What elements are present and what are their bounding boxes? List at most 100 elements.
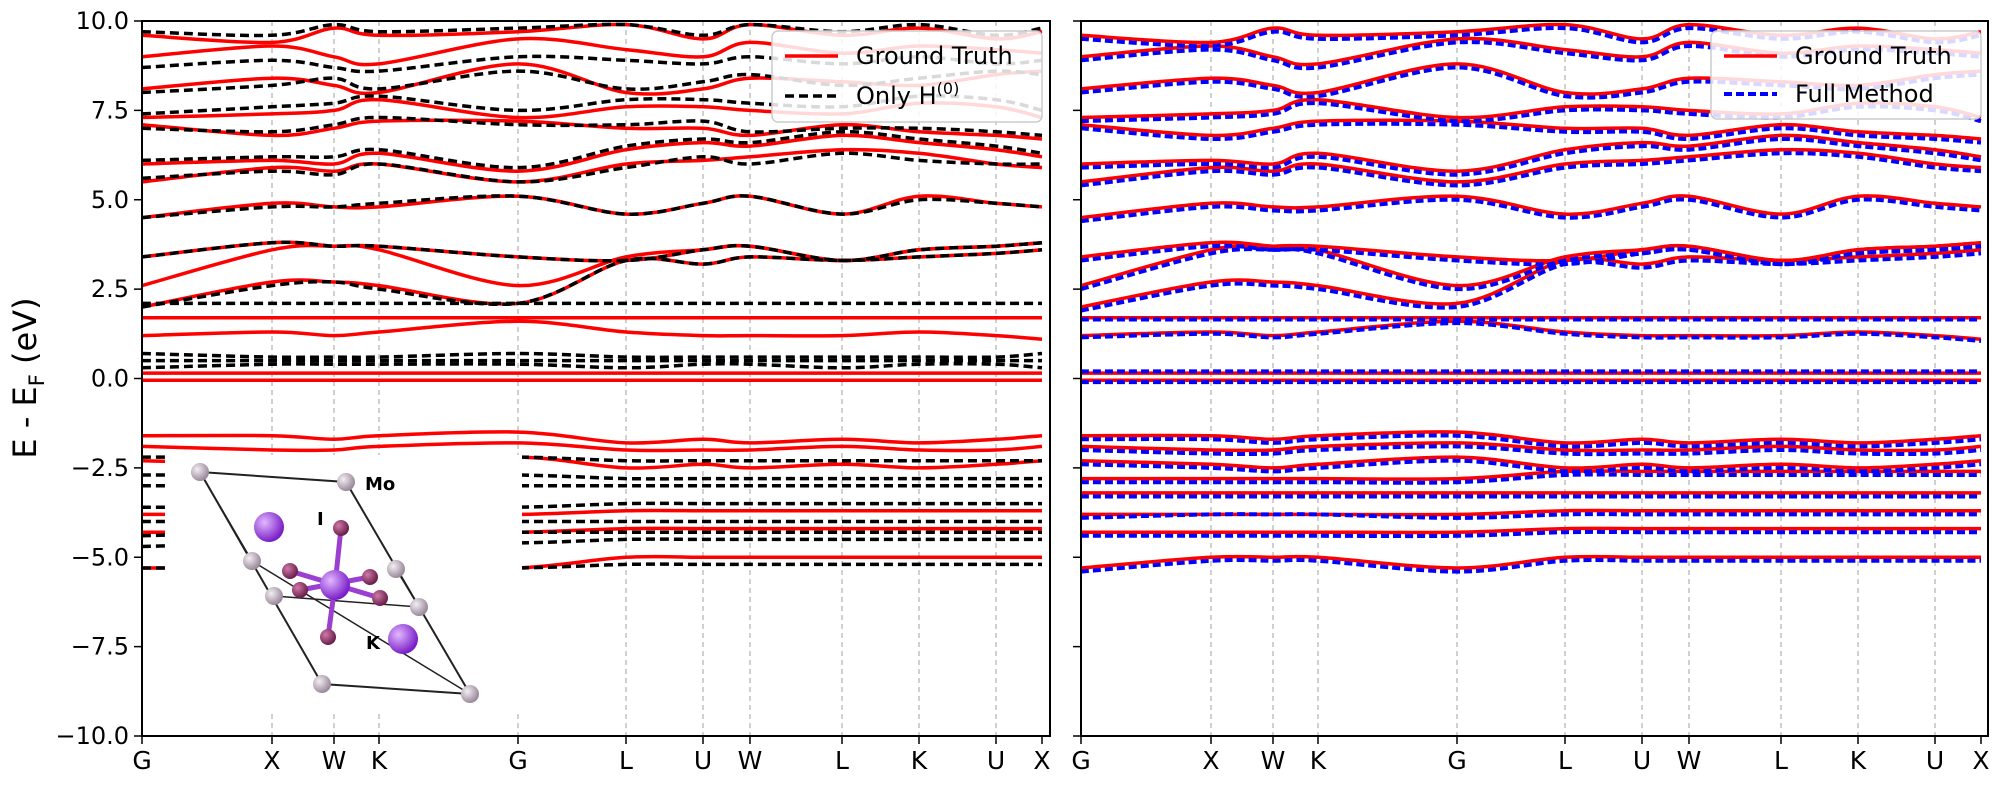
bond	[199, 471, 253, 562]
label-i: I	[317, 509, 324, 530]
y-tick-label: 10.0	[76, 7, 129, 35]
legend-label-ground-truth: Ground Truth	[1795, 42, 1952, 70]
band-line	[1081, 526, 1981, 535]
bond	[273, 595, 420, 608]
right-grid	[1210, 21, 1936, 736]
band-line	[1081, 455, 1982, 470]
left-legend: Ground Truth Only H(0)	[771, 30, 1043, 123]
band-line	[1081, 529, 1981, 539]
i-atom	[320, 629, 336, 645]
k-atom	[320, 570, 350, 600]
x-tick-label: W	[1261, 746, 1286, 775]
mo-atom	[461, 685, 479, 703]
x-tick-label: L	[1774, 746, 1788, 775]
mo-atom	[387, 560, 405, 578]
band-line	[142, 530, 1042, 538]
legend-label-only-h0: Only H(0)	[856, 79, 959, 110]
i-atom	[362, 569, 378, 585]
band-line	[1081, 197, 1982, 224]
mo-atom	[265, 587, 283, 605]
band-line	[142, 362, 1043, 370]
y-axis-label-main: E - E	[6, 386, 44, 458]
band-line	[142, 194, 1043, 220]
band-line	[1081, 458, 1982, 474]
band-line	[142, 351, 1043, 360]
x-tick-label: X	[263, 746, 280, 775]
band-line	[142, 151, 1043, 184]
legend-box	[1710, 30, 1982, 120]
x-tick-label: L	[1558, 746, 1572, 775]
i-atom	[333, 520, 349, 536]
band-line	[142, 562, 1042, 571]
band-line	[1081, 147, 1982, 184]
band-line	[1081, 321, 1982, 343]
mo-atom	[313, 675, 331, 693]
band-line	[1081, 441, 1982, 453]
band-line	[1081, 136, 1982, 177]
band-line	[142, 455, 1043, 463]
band-line	[142, 472, 1042, 481]
band-line	[1081, 512, 1981, 520]
band-line	[1081, 65, 1982, 100]
band-line	[142, 501, 1042, 510]
mo-atom	[243, 552, 261, 570]
y-tick-label: −10.0	[55, 722, 129, 750]
band-line	[1081, 194, 1982, 220]
label-mo: Mo	[365, 474, 395, 495]
mo-atom	[337, 473, 355, 491]
x-tick-label: W	[322, 746, 347, 775]
y-tick-label: 7.5	[91, 96, 129, 124]
band-line	[142, 22, 1043, 38]
band-line	[142, 147, 1043, 184]
right-legend: Ground Truth Full Method	[1710, 30, 1982, 120]
mo-atom	[410, 598, 428, 616]
x-tick-label: G	[508, 746, 527, 775]
legend-label-only-h0-sup: (0)	[937, 79, 960, 98]
band-line	[142, 319, 1043, 341]
band-line	[142, 94, 1043, 116]
band-line	[1081, 22, 1982, 45]
k-atom	[254, 512, 284, 542]
band-line	[1081, 251, 1982, 313]
x-tick-label: W	[1677, 746, 1702, 775]
label-k: K	[366, 633, 381, 654]
band-line	[1081, 243, 1982, 267]
band-line	[142, 240, 1043, 288]
x-tick-label: G	[1447, 746, 1466, 775]
i-atom	[292, 582, 308, 598]
band-line	[1081, 430, 1982, 445]
band-line	[142, 430, 1043, 445]
x-tick-label: W	[738, 746, 763, 775]
y-tick-label: 5.0	[91, 186, 129, 214]
band-line	[1081, 444, 1982, 457]
band-line	[1081, 508, 1981, 517]
legend-label-only-h0-main: Only H	[856, 82, 937, 110]
band-line	[1081, 133, 1982, 173]
y-axis-label-sub: F	[25, 374, 49, 386]
legend-label-ground-truth: Ground Truth	[856, 42, 1013, 70]
band-line	[142, 54, 1043, 74]
crystal-inset: Mo I K	[165, 455, 522, 713]
y-axis-label-unit: (eV)	[6, 297, 44, 374]
band-line	[142, 118, 1043, 141]
x-tick-label: X	[1033, 746, 1050, 775]
right-plot-frame	[1080, 20, 1989, 737]
x-tick-label: U	[1633, 746, 1651, 775]
band-line	[1081, 121, 1982, 145]
x-tick-label: K	[1850, 746, 1867, 775]
legend-box	[771, 30, 1043, 123]
x-tick-label: U	[1926, 746, 1944, 775]
x-tick-label: K	[1310, 746, 1327, 775]
band-line	[1081, 118, 1982, 141]
x-tick-label: U	[694, 746, 712, 775]
left-axis-ticks: G X W K G L U W L K U X−10.0−7.5−5.0−2.50.02.55.07.…	[55, 7, 1050, 775]
band-line	[1081, 558, 1981, 574]
y-tick-label: 2.5	[91, 275, 129, 303]
y-tick-label: −5.0	[71, 543, 129, 571]
x-tick-label: X	[1202, 746, 1219, 775]
k-atom	[388, 624, 418, 654]
band-line	[142, 115, 1043, 138]
x-tick-label: G	[1071, 746, 1090, 775]
